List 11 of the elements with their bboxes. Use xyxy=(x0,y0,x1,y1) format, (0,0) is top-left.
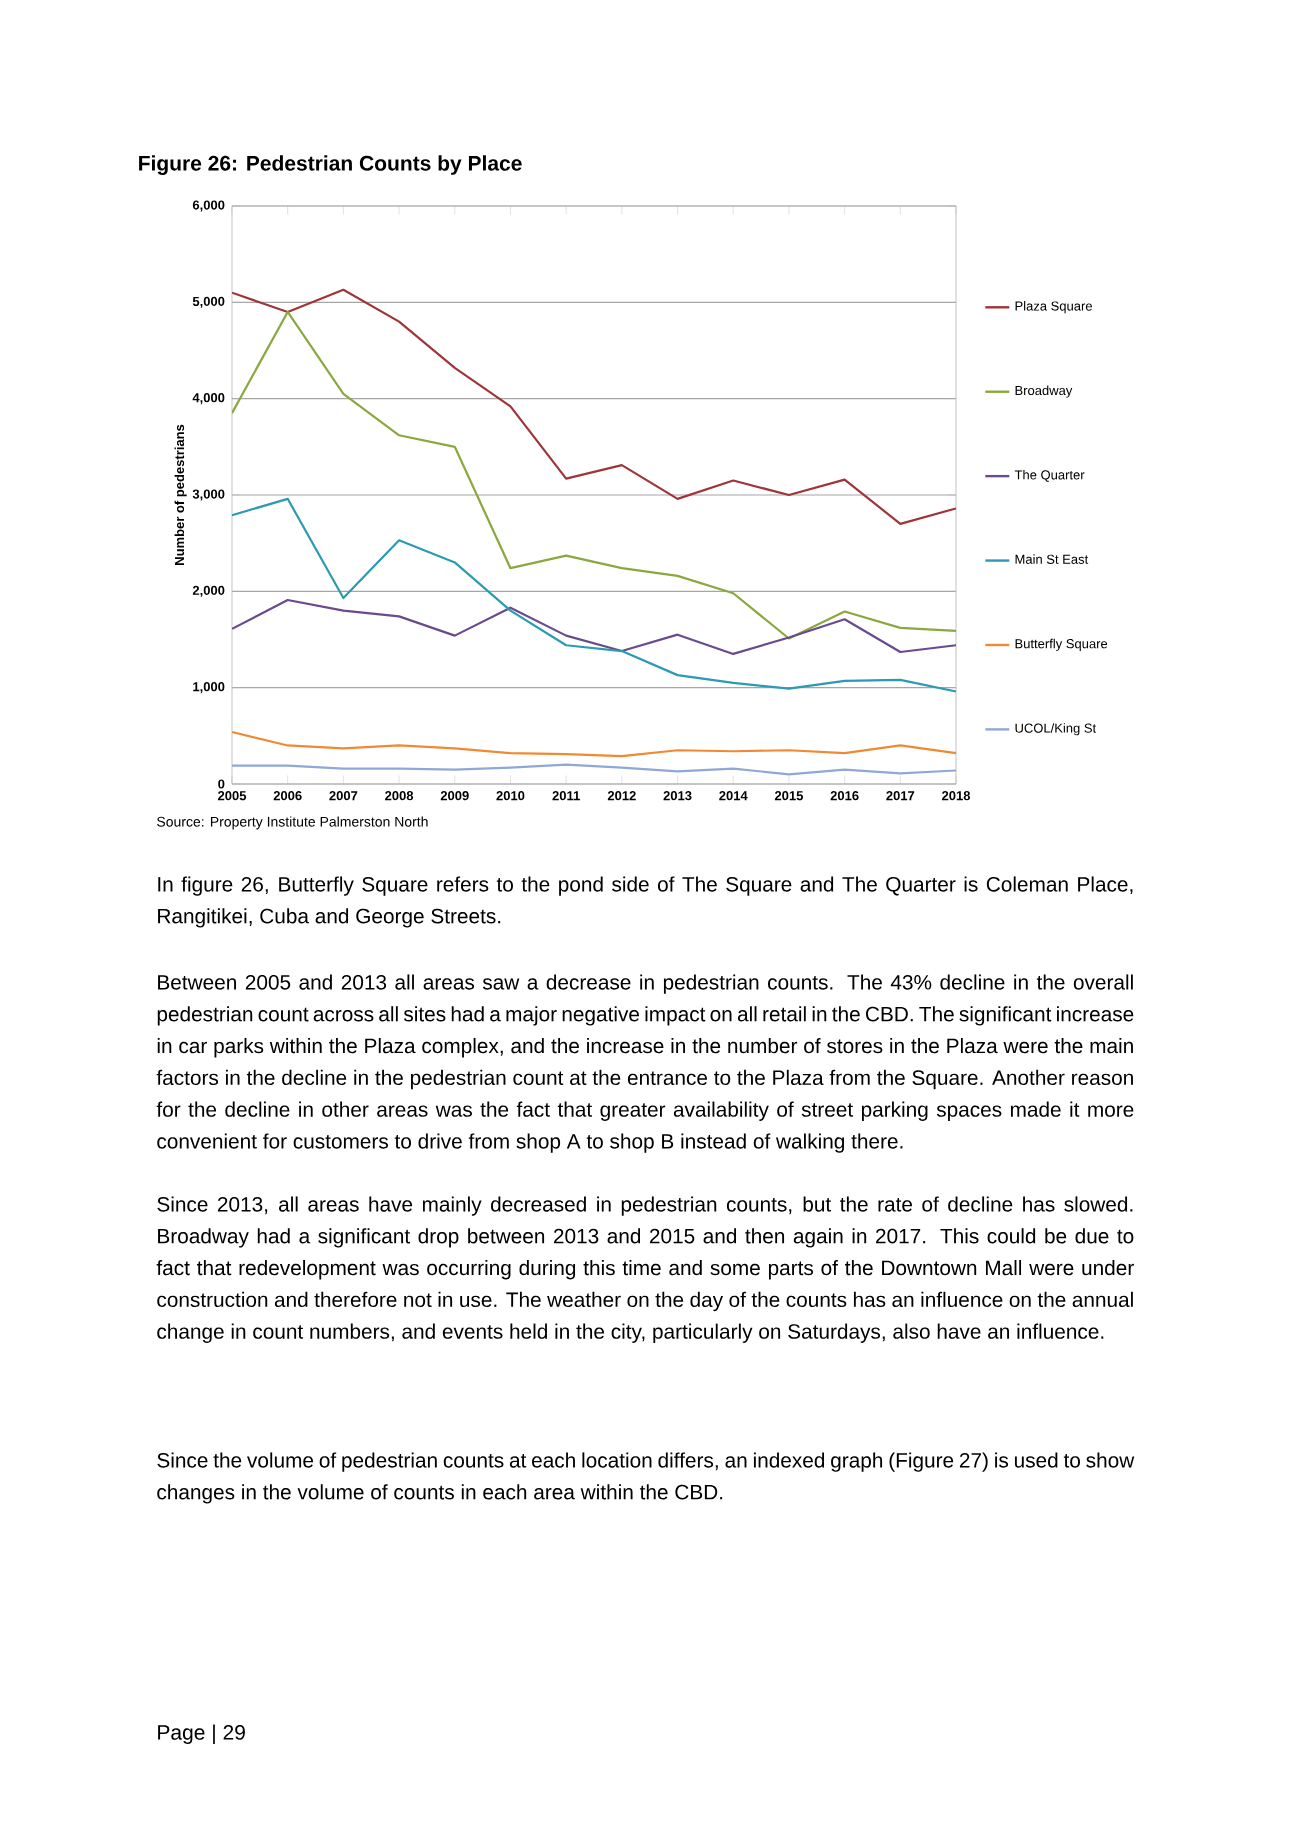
line-series xyxy=(232,598,957,656)
line-series xyxy=(232,497,957,693)
line-series xyxy=(232,310,957,640)
chart-title: Figure 26: Pedestrian Counts by Place xyxy=(139,155,522,175)
text: Page | 29 xyxy=(158,1724,245,1745)
text: Since 2013, all areas have mainly decreased in pedestrian counts, but the rate of decline has slowed. Broadway had a significant drop between 2013 and 2015 and then again in 2017. This could be due to fact that redevelopment was occurring during this time and some parts of the Downtown Mall were under construction and therefore not in use. The weather on the day of the counts has an influence on the annual change in count numbers, and events held in the city, particularly on Saturdays, also have an influence. xyxy=(156,1196,1134,1343)
line-series xyxy=(232,288,957,525)
text: Since the volume of pedestrian counts at each location differs, an indexed graph (Figure 27) is used to show changes in the volume of counts in each area within the CBD. xyxy=(157,1452,1135,1504)
line-series xyxy=(232,730,957,758)
text: In figure 26, Butterfly Square refers to the pond side of The Square and The Quarter is Coleman Place, Rangitikei, Cuba and George Streets. xyxy=(158,876,1133,928)
text: Between 2005 and 2013 all areas saw a decrease in pedestrian counts. The 43% decline in the overall pedestrian count across all sites had a major negative impact on all retail in the CBD. The significant increase in car parks within the Plaza complex, and the increase in the number of stores in the Plaza were the main factors in the decline in the pedestrian count at the entrance to the Plaza from the Square. Another reason for the decline in other areas was the fact that greater availability of street parking spaces made it more convenient for customers to drive from shop A to shop B instead of walking there. xyxy=(156,974,1134,1153)
